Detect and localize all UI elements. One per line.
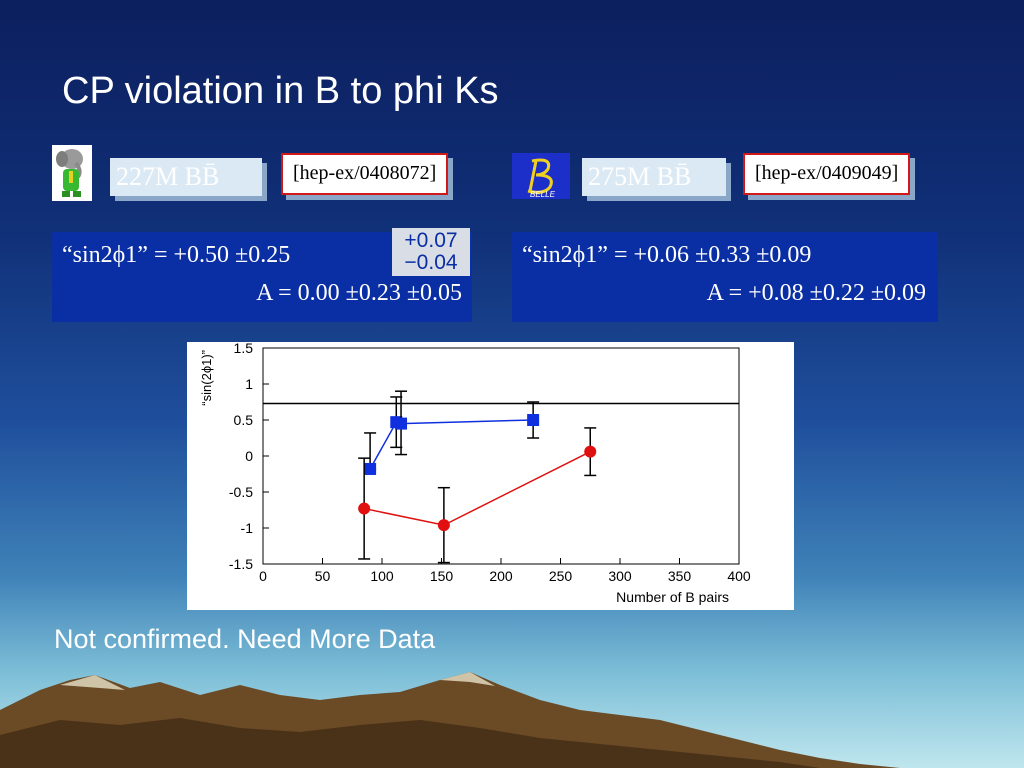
- babar-reference-link[interactable]: [hep-ex/0408072]: [281, 153, 449, 195]
- x-tick-label: 300: [608, 568, 632, 584]
- chart-svg: 0 50 100 150 200 250 300 350 400 -1.5 -1 -0.5 0 0.5 1 1…: [199, 340, 751, 605]
- conclusion-text: Not confirmed. Need More Data: [54, 624, 436, 654]
- belle-logo-text: BELLE: [530, 190, 556, 199]
- babar-asymmetry-result: A = 0.00 ±0.23 ±0.05: [256, 280, 462, 306]
- y-axis-label: “sin(2ϕ1)”: [199, 350, 214, 406]
- babar-error-plus: +0.07: [404, 229, 458, 252]
- babar-asymmetric-error: +0.07 −0.04: [392, 228, 470, 276]
- y-tick-label: 0: [245, 448, 253, 464]
- belle-reference-link[interactable]: [hep-ex/0409049]: [743, 153, 911, 195]
- data-point-circle: [358, 502, 371, 515]
- babar-elephant-icon: [52, 145, 92, 201]
- y-tick-label: -1: [241, 520, 254, 536]
- belle-event-count: 275M BB̄: [588, 162, 692, 191]
- x-tick-label: 50: [315, 568, 331, 584]
- babar-event-count: 227M BB̄: [116, 162, 220, 191]
- belle-result-box: “sin2ϕ1” = +0.06 ±0.33 ±0.09 A = +0.08 ±…: [512, 232, 938, 322]
- belle-reference-text: [hep-ex/0409049]: [755, 162, 899, 184]
- x-tick-label: 200: [489, 568, 513, 584]
- x-tick-label: 250: [549, 568, 573, 584]
- babar-result-box: “sin2ϕ1” = +0.50 ±0.25 A = 0.00 ±0.23 ±0…: [52, 232, 472, 322]
- y-tick-label: -1.5: [229, 556, 253, 572]
- y-tick-label: 1: [245, 376, 253, 392]
- babar-error-minus: −0.04: [404, 251, 458, 274]
- belle-event-count-box: 275M BB̄: [582, 158, 726, 196]
- belle-sin2phi-result: “sin2ϕ1” = +0.06 ±0.33 ±0.09: [522, 242, 812, 268]
- plot-frame: [262, 347, 740, 565]
- data-point-circle: [584, 445, 597, 458]
- y-tick-label: -0.5: [229, 484, 253, 500]
- slide-title: CP violation in B to phi Ks: [62, 70, 499, 112]
- belle-asymmetry-result: A = +0.08 ±0.22 ±0.09: [706, 280, 926, 306]
- x-axis-label: Number of B pairs: [616, 589, 729, 605]
- x-tick-label: 100: [370, 568, 394, 584]
- data-point-square: [364, 462, 377, 475]
- x-tick-label: 350: [668, 568, 692, 584]
- data-point-square: [527, 414, 540, 426]
- series-line-1: [363, 451, 591, 526]
- x-tick-label: 0: [259, 568, 267, 584]
- sin2phi-vs-b-pairs-chart: 0 50 100 150 200 250 300 350 400 -1.5 -1 -0.5 0 0.5 1 1…: [187, 340, 794, 610]
- y-tick-label: 1.5: [234, 342, 254, 356]
- mountain-range-illustration: [0, 672, 900, 768]
- babar-reference-text: [hep-ex/0408072]: [293, 162, 437, 184]
- x-tick-label: 150: [430, 568, 454, 584]
- data-point-circle: [437, 519, 450, 532]
- belle-logo-icon: BELLE: [512, 153, 570, 199]
- x-tick-label: 400: [727, 568, 751, 584]
- data-point-square: [395, 417, 408, 430]
- y-tick-label: 0.5: [234, 412, 254, 428]
- babar-sin2phi-result: “sin2ϕ1” = +0.50 ±0.25: [62, 242, 291, 268]
- babar-event-count-box: 227M BB̄: [110, 158, 262, 196]
